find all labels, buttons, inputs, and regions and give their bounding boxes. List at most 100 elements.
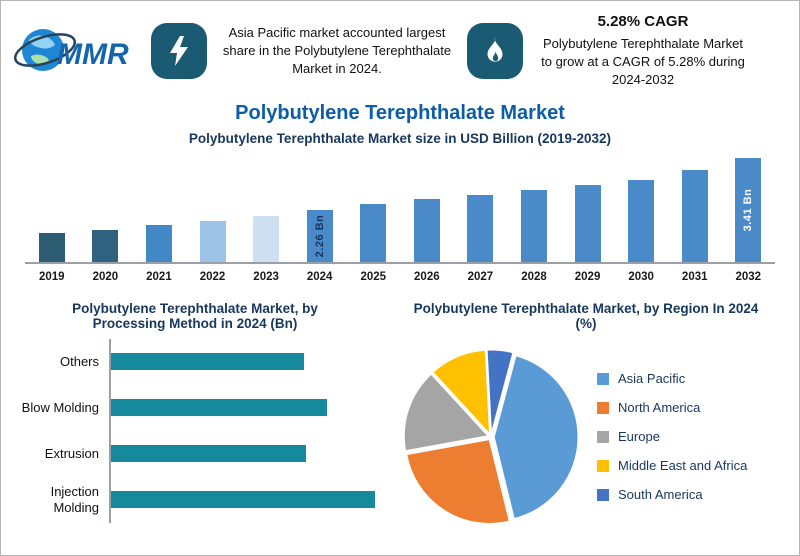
- bar-2030: [628, 179, 655, 262]
- legend-swatch: [597, 430, 609, 443]
- hbar-injection-molding: [111, 491, 375, 509]
- bar-2024: 2.26 Bn: [306, 209, 333, 262]
- hbar-label: Injection Molding: [50, 483, 99, 515]
- highlight-text: Asia Pacific market accounted largest sh…: [222, 25, 452, 77]
- x-label-2023: 2023: [253, 270, 279, 283]
- x-label-2022: 2022: [199, 270, 226, 283]
- pie-slice-asia-pacific: [493, 354, 579, 520]
- x-label-2028: 2028: [521, 270, 547, 283]
- x-label-2032: 2032: [735, 270, 762, 283]
- bar-column-2020: [79, 229, 133, 262]
- cagr-title: 5.28% CAGR: [597, 13, 689, 30]
- x-label-2026: 2026: [414, 270, 440, 283]
- bar-2023: [253, 215, 280, 262]
- flame-glyph: [487, 37, 503, 62]
- x-label-2025: 2025: [360, 270, 387, 283]
- page-title: Polybutylene Terephthalate Market: [235, 101, 565, 124]
- bar-2032: 3.41 Bn: [735, 157, 762, 262]
- svg-text:MMR: MMR: [57, 38, 129, 71]
- x-label-2030: 2030: [628, 270, 654, 283]
- bar-2031: [681, 169, 708, 262]
- bar-column-2019: [25, 232, 79, 262]
- legend-item: North America: [597, 400, 779, 415]
- bars-area: 2.26 Bn 3.41 Bn: [25, 154, 775, 264]
- bar-value-label: 2.26 Bn: [313, 214, 326, 257]
- header: MMR Asia Pacific market accounted larges…: [1, 1, 799, 90]
- x-label-2031: 2031: [681, 270, 708, 283]
- bar-column-2029: [561, 184, 615, 262]
- bar-2025: [360, 203, 387, 262]
- cagr-text: Polybutylene Terephthalate Market to gro…: [541, 36, 745, 88]
- bar-2022: [199, 220, 226, 262]
- pie-wrap: Asia Pacific North America Europe Middle Ea…: [381, 339, 791, 535]
- hbar-others: [111, 353, 304, 371]
- bar-2019: [38, 232, 65, 262]
- lightning-icon: [151, 23, 207, 80]
- legend-swatch: [597, 401, 609, 414]
- bar-column-2023: [239, 215, 293, 262]
- bar-column-2022: [186, 220, 240, 262]
- x-label-2027: 2027: [467, 270, 494, 283]
- hbar-blow-molding: [111, 399, 328, 417]
- hbar-label: Extrusion: [44, 445, 99, 461]
- lightning-glyph: [170, 36, 188, 67]
- vertical-bar-chart: Polybutylene Terephthalate Market size i…: [1, 131, 799, 283]
- x-label-2029: 2029: [574, 270, 601, 283]
- bar-2028: [520, 189, 547, 262]
- vertical-chart-title: Polybutylene Terephthalate Market size i…: [188, 130, 612, 146]
- legend-item: South America: [597, 487, 779, 502]
- x-label-2020: 2020: [92, 270, 119, 283]
- hbar-track: [109, 430, 375, 477]
- bar-column-2027: [454, 194, 508, 262]
- hbar-row: Injection Molding: [15, 476, 375, 523]
- flame-icon: [467, 23, 523, 80]
- x-label-2019: 2019: [38, 270, 65, 283]
- legend-label: Middle East and Africa: [618, 458, 748, 474]
- pie-slice-middle-east-and-africa: [431, 348, 491, 436]
- hbar-label: Blow Molding: [21, 399, 99, 415]
- x-axis-labels: 2019 2020 2021 2022 2023 2024 2025 2026 2027 2028…: [25, 264, 775, 283]
- bar-column-2026: [400, 198, 454, 262]
- legend-item: Asia Pacific: [597, 371, 779, 386]
- legend-label: Asia Pacific: [618, 371, 686, 387]
- hbar-track: [109, 384, 375, 431]
- legend-swatch: [597, 459, 609, 472]
- bar-column-2021: [132, 224, 186, 262]
- pie-slice-europe: [403, 372, 490, 452]
- bar-column-2025: [346, 203, 400, 262]
- hbar-row: Blow Molding: [15, 384, 375, 431]
- hbar-row: Extrusion: [15, 430, 375, 477]
- legend-swatch: [597, 372, 609, 385]
- bar-column-2024: 2.26 Bn: [293, 209, 347, 262]
- bar-2020: [92, 229, 119, 262]
- bar-2026: [413, 198, 440, 262]
- bottom-charts: Polybutylene Terephthalate Market, by Pr…: [1, 293, 799, 535]
- horizontal-bar-chart: Polybutylene Terephthalate Market, by Pr…: [9, 297, 381, 523]
- hbar-track: [109, 476, 375, 523]
- pie-title: Polybutylene Terephthalate Market, by Re…: [413, 300, 759, 331]
- hbar-extrusion: [111, 445, 307, 463]
- hbar-label: Others: [59, 353, 99, 369]
- bar-column-2030: [614, 179, 668, 262]
- mmr-logo: MMR: [13, 20, 137, 83]
- bar-column-2032: 3.41 Bn: [722, 157, 776, 262]
- pie-chart: [403, 348, 579, 524]
- bar-2021: [145, 224, 172, 262]
- hbar-track: [109, 338, 375, 385]
- hbar-row: Others: [15, 338, 375, 385]
- bar-2029: [574, 184, 601, 262]
- pie-slice-north-america: [405, 438, 511, 524]
- legend-swatch: [597, 488, 609, 501]
- cagr-block: 5.28% CAGR Polybutylene Terephthalate Ma…: [537, 13, 749, 90]
- legend-label: South America: [618, 487, 703, 503]
- bar-value-label: 3.41 Bn: [742, 188, 755, 231]
- pie-legend: Asia Pacific North America Europe Middle Ea…: [597, 371, 779, 502]
- x-label-2024: 2024: [306, 270, 333, 283]
- bar-column-2031: [668, 169, 722, 262]
- hbar-rows: Others Blow Molding Extrusion Injection Mol…: [15, 338, 375, 523]
- hchart-title: Polybutylene Terephthalate Market, by Pr…: [72, 300, 318, 331]
- legend-label: Europe: [618, 429, 660, 445]
- mmr-logo-graphic: MMR: [13, 28, 129, 71]
- legend-item: Europe: [597, 429, 779, 444]
